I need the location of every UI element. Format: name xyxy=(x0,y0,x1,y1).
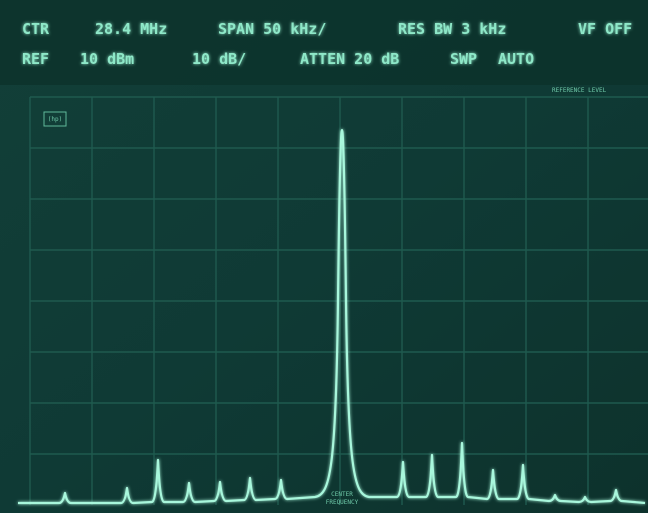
logo-box xyxy=(43,111,67,127)
header-text: AUTO xyxy=(498,50,534,68)
center-label: FREQUENCY xyxy=(326,499,359,506)
header-text: VF OFF xyxy=(578,20,632,38)
header-text: SPAN 50 kHz/ xyxy=(218,20,326,38)
header-text: 10 dB/ xyxy=(192,50,246,68)
graticule xyxy=(29,96,648,505)
header-text: REF xyxy=(22,50,49,68)
header-text: 28.4 MHz xyxy=(95,20,167,38)
logo: (hp) xyxy=(48,116,62,123)
header-band xyxy=(0,0,648,85)
header-text: RES BW 3 kHz xyxy=(398,20,506,38)
spectrum-trace xyxy=(18,128,646,505)
header: CTR 28.4 MHz SPAN 50 kHz/ RES BW 3 kHz V… xyxy=(22,20,632,68)
reference-label: REFERENCE LEVEL xyxy=(552,87,607,94)
header-text: 10 dBm xyxy=(80,50,134,68)
header-text: ATTEN 20 dB xyxy=(300,50,399,68)
header-text: CTR xyxy=(22,20,50,38)
center-label: CENTER xyxy=(331,491,353,498)
header-text: SWP xyxy=(450,50,477,68)
